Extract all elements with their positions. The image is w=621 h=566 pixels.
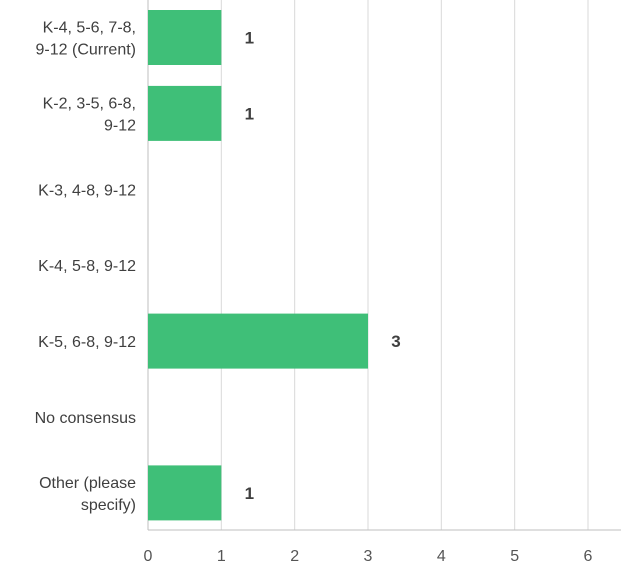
bars [148, 10, 368, 521]
x-tick-label-1: 1 [217, 548, 226, 565]
category-labels: K-4, 5-6, 7-8, 9-12 (Current) K-2, 3-5, 6-… [35, 20, 136, 514]
category-label-3: K-4, 5-8, 9-12 [38, 258, 136, 275]
x-tick-label-3: 3 [364, 548, 373, 565]
x-tick-label-6: 6 [584, 548, 593, 565]
bar-1 [148, 85, 222, 141]
category-label-0: K-4, 5-6, 7-8, 9-12 (Current) [36, 20, 136, 59]
bar-0 [148, 10, 222, 65]
category-label-2: K-3, 4-8, 9-12 [38, 182, 136, 199]
data-label-4: 3 [391, 332, 400, 351]
category-label-5: No consensus [35, 410, 136, 427]
x-tick-label-0: 0 [144, 548, 153, 565]
data-label-0: 1 [245, 29, 254, 48]
data-labels: 1 1 3 1 [245, 29, 401, 503]
x-tick-label-2: 2 [290, 548, 299, 565]
bar-4 [148, 313, 368, 369]
category-label-1: K-2, 3-5, 6-8, 9-12 [43, 95, 136, 134]
gridlines [147, 0, 589, 530]
category-label-6: Other (please specify) [39, 475, 136, 514]
x-axis-tick-labels: 0 1 2 3 4 5 6 [144, 548, 593, 565]
x-tick-label-5: 5 [510, 548, 519, 565]
data-label-1: 1 [245, 104, 254, 123]
data-label-6: 1 [245, 484, 254, 503]
x-tick-label-4: 4 [437, 548, 446, 565]
category-label-4: K-5, 6-8, 9-12 [38, 334, 136, 351]
bar-6 [148, 465, 222, 521]
